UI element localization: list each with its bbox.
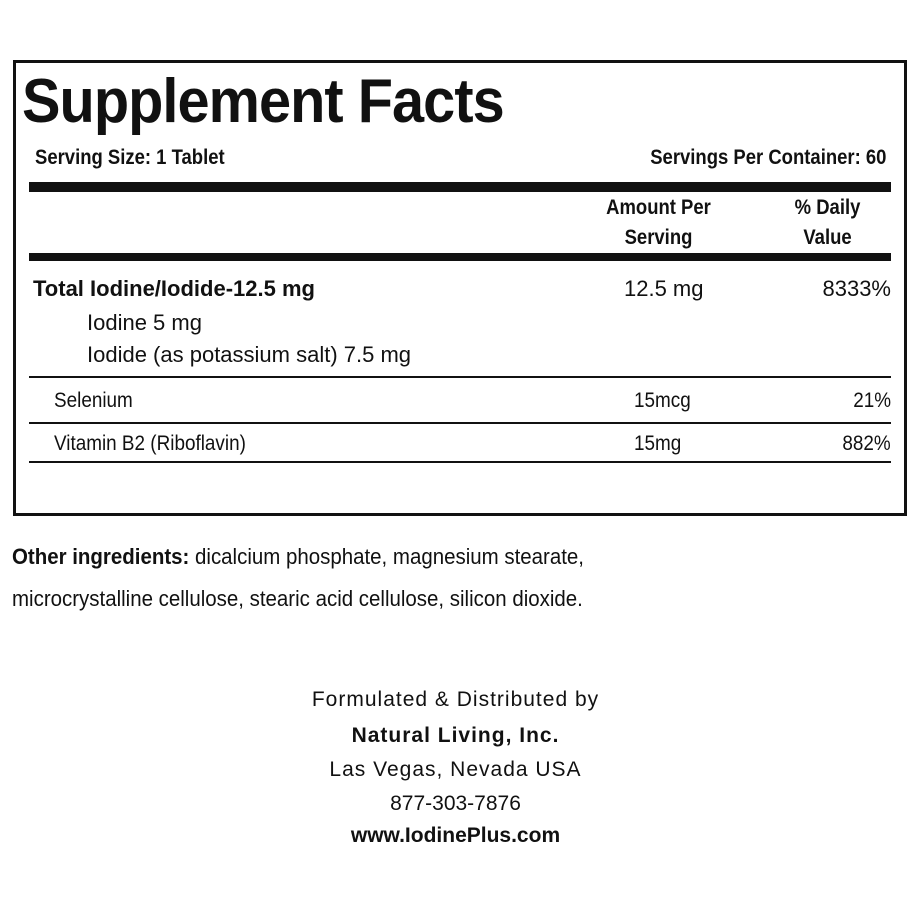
nutrient-sub-item: Iodine 5 mg (87, 310, 202, 335)
other-ingredients-label: Other ingredients: (12, 544, 190, 569)
nutrient-name: Vitamin B2 (Riboflavin) (54, 432, 246, 455)
nutrient-name: Total Iodine/Iodide-12.5 mg (33, 276, 315, 301)
amount-header-line1: Amount Per (606, 196, 711, 219)
dv-header-line1: % Daily (794, 196, 861, 219)
thick-divider (29, 182, 891, 192)
supplement-facts-panel (13, 60, 907, 516)
divider (29, 461, 891, 463)
phone-number: 877-303-7876 (390, 792, 521, 815)
divider (29, 376, 891, 378)
dv-header-line2: Value (803, 226, 852, 249)
company-name: Natural Living, Inc. (351, 724, 560, 747)
nutrient-amount: 15mcg (634, 389, 691, 412)
formulated-by: Formulated & Distributed by (311, 688, 600, 711)
panel-title: Supplement Facts (22, 67, 505, 136)
nutrient-amount: 15mg (634, 432, 682, 455)
servings-per-container: Servings Per Container: 60 (649, 146, 886, 169)
amount-header-line2: Serving (624, 226, 693, 249)
nutrient-dv: 8333% (822, 276, 891, 301)
company-location: Las Vegas, Nevada USA (329, 758, 582, 781)
amount-per-serving-header: Amount Per Serving (586, 193, 731, 253)
nutrient-amount: 12.5 mg (624, 276, 704, 301)
other-ingredients: Other ingredients: dicalcium phosphate, … (12, 544, 584, 570)
other-ingredients-line2: microcrystalline cellulose, stearic acid… (12, 586, 583, 611)
nutrient-name: Selenium (54, 389, 133, 412)
website-link[interactable]: www.IodinePlus.com (350, 824, 561, 847)
serving-size: Serving Size: 1 Tablet (35, 146, 225, 169)
divider (29, 422, 891, 424)
nutrient-sub-item: Iodide (as potassium salt) 7.5 mg (87, 342, 412, 367)
nutrient-dv: 882% (842, 432, 891, 455)
other-ingredients-line1: dicalcium phosphate, magnesium stearate, (189, 544, 584, 569)
nutrient-dv: 21% (853, 389, 891, 412)
daily-value-header: % Daily Value (777, 193, 878, 253)
thick-divider (29, 253, 891, 261)
